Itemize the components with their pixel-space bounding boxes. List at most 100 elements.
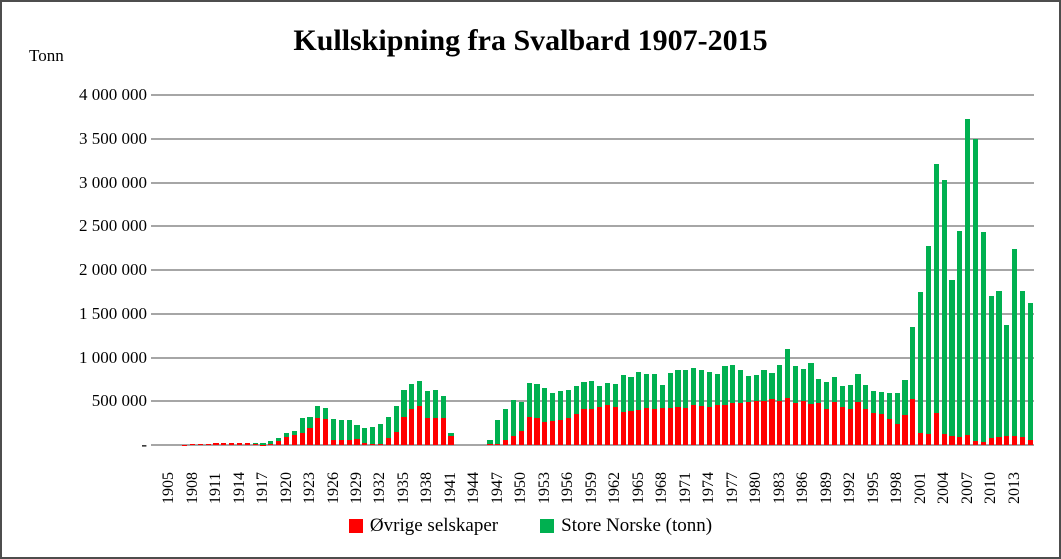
bar-1927	[338, 420, 344, 445]
bar-2011	[996, 291, 1002, 445]
bar-1963-ovrige-segment	[620, 411, 626, 445]
bar-1980-store-norske-segment	[753, 375, 759, 402]
bar-1927-ovrige-segment	[338, 439, 344, 445]
bar-1914	[236, 442, 243, 445]
bar-2005	[949, 279, 955, 445]
bar-2012-ovrige-segment	[1004, 436, 1010, 445]
bar-2013	[1012, 249, 1018, 445]
y-axis-title: Tonn	[29, 46, 64, 65]
bar-1923-store-norske-segment	[307, 416, 313, 429]
bar-1997	[886, 392, 892, 445]
bar-1931-store-norske-segment	[370, 426, 376, 444]
bar-1929-store-norske-segment	[354, 424, 360, 439]
y-tick-label: 3 000 000	[79, 172, 147, 192]
bar-1982	[769, 372, 775, 445]
bar-1993-ovrige-segment	[855, 401, 861, 445]
bar-1951	[526, 382, 532, 445]
bar-2006-ovrige-segment	[957, 436, 963, 445]
bar-1966	[644, 373, 650, 445]
bar-1961-ovrige-segment	[604, 404, 611, 445]
bar-1955	[557, 391, 564, 445]
x-tick-label-1953: 1953	[535, 472, 553, 504]
bar-1955-store-norske-segment	[557, 391, 564, 421]
bar-2008-ovrige-segment	[972, 440, 979, 445]
bar-1988-ovrige-segment	[816, 402, 822, 445]
bar-2013-store-norske-segment	[1012, 249, 1018, 437]
bar-1984	[784, 349, 791, 445]
bar-1972-ovrige-segment	[691, 405, 697, 445]
bar-1969	[667, 372, 673, 445]
bar-2007-ovrige-segment	[965, 435, 971, 445]
bar-1967	[651, 373, 658, 445]
bar-1968-store-norske-segment	[659, 385, 665, 408]
bar-2015-ovrige-segment	[1027, 440, 1033, 445]
bar-1937-store-norske-segment	[417, 380, 423, 407]
bar-1964	[628, 376, 634, 445]
y-tick-label: 2 500 000	[79, 216, 147, 236]
x-tick-label-1971: 1971	[676, 472, 694, 504]
bar-1993	[855, 373, 861, 445]
bar-1933-store-norske-segment	[385, 417, 391, 439]
x-tick-label-1920: 1920	[277, 472, 295, 504]
bar-1936-store-norske-segment	[409, 383, 415, 410]
x-tick-label-1905: 1905	[160, 472, 178, 504]
bar-1928	[346, 420, 352, 445]
bar-1991	[839, 386, 845, 445]
bar-1938-ovrige-segment	[424, 417, 431, 445]
bar-1936-ovrige-segment	[409, 409, 415, 445]
legend-item-ovrige: Øvrige selskaper	[348, 515, 498, 537]
bar-1956-store-norske-segment	[565, 389, 571, 419]
bar-1913-ovrige-segment	[229, 442, 235, 445]
bar-1988-store-norske-segment	[816, 379, 822, 403]
bar-1908	[189, 444, 196, 445]
bar-1995	[871, 391, 877, 445]
bar-1952-store-norske-segment	[534, 384, 540, 418]
bar-1980-ovrige-segment	[753, 401, 759, 445]
bar-1939	[432, 390, 438, 445]
bar-1998	[894, 392, 900, 445]
bar-1978-ovrige-segment	[738, 402, 744, 445]
bar-1964-ovrige-segment	[628, 410, 634, 445]
bar-2006-store-norske-segment	[957, 231, 963, 437]
bar-1958-ovrige-segment	[581, 409, 587, 445]
bar-1959-store-norske-segment	[589, 380, 595, 409]
x-tick-label-2013: 2013	[1005, 472, 1023, 504]
bar-1950	[518, 402, 524, 445]
bar-1918-ovrige-segment	[268, 443, 274, 445]
bar-2011-ovrige-segment	[996, 437, 1002, 445]
bar-1983	[777, 364, 783, 445]
bar-1977	[730, 364, 736, 445]
x-tick-label-1932: 1932	[371, 472, 389, 504]
bar-1994	[863, 385, 869, 445]
bar-1953-store-norske-segment	[542, 388, 548, 422]
bar-1962-ovrige-segment	[612, 406, 618, 445]
bar-1975-store-norske-segment	[714, 374, 720, 405]
bar-2001-ovrige-segment	[918, 433, 924, 445]
bar-1978-store-norske-segment	[738, 369, 744, 403]
bar-1992	[847, 384, 853, 445]
bar-1969-ovrige-segment	[667, 408, 673, 445]
bar-1971	[683, 369, 689, 445]
gridline-2000000	[151, 269, 1034, 271]
bar-2005-store-norske-segment	[949, 279, 955, 436]
bar-1979-store-norske-segment	[745, 375, 752, 402]
bar-1990	[831, 377, 838, 445]
bar-1966-ovrige-segment	[644, 408, 650, 445]
bar-2014-ovrige-segment	[1019, 436, 1026, 445]
bar-1999-ovrige-segment	[902, 415, 908, 445]
bar-1940-ovrige-segment	[440, 418, 446, 445]
bar-1931-ovrige-segment	[370, 443, 376, 445]
bar-1973-store-norske-segment	[698, 370, 705, 406]
bar-1928-ovrige-segment	[346, 439, 352, 445]
bar-1997-store-norske-segment	[886, 392, 892, 419]
x-tick-label-1911: 1911	[207, 472, 225, 504]
bar-1933-ovrige-segment	[385, 438, 391, 445]
x-tick-label-1944: 1944	[465, 472, 483, 504]
legend-swatch-ovrige-selskaper	[348, 519, 363, 533]
bar-1985-ovrige-segment	[792, 402, 798, 445]
bar-2007	[965, 118, 971, 445]
bar-1947	[495, 419, 501, 445]
x-tick-label-2007: 2007	[958, 472, 976, 504]
x-tick-label-1938: 1938	[418, 472, 436, 504]
bar-1931	[370, 426, 376, 445]
